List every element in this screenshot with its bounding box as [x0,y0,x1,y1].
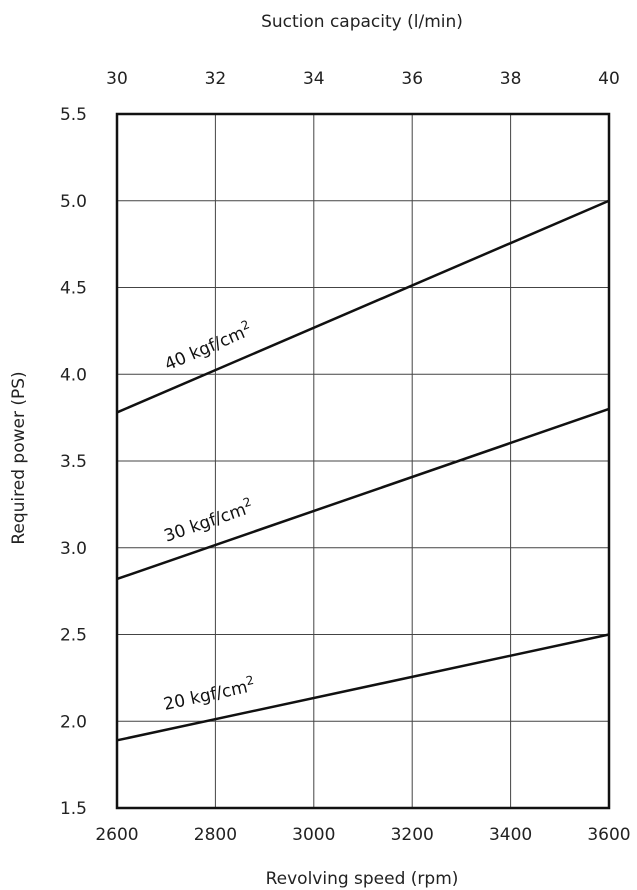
series-line [116,633,610,742]
y-tick-label: 4.0 [60,365,87,385]
tick-labels: 2600 2800 3000 3200 3400 3600 30 32 34 36 38 40 1.5 2… [60,69,631,845]
y-tick-label: 2.0 [60,712,87,732]
y-tick-label: 5.5 [60,105,87,125]
x-top-tick-label: 32 [205,69,227,89]
series-label: 30 kgf/cm2 [161,494,256,546]
x-bottom-tick-label: 2600 [95,825,138,845]
plot-frame [115,112,611,810]
x-top-tick-label: 34 [303,69,325,89]
bottom-axis-title: Revolving speed (rpm) [266,869,459,889]
y-tick-label: 3.5 [60,452,87,472]
series-labels: 40 kgf/cm2 30 kgf/cm2 20 kgf/cm2 [161,317,257,715]
series-line [116,199,610,414]
y-tick-label: 5.0 [60,192,87,212]
x-top-tick-label: 30 [106,69,128,89]
x-bottom-tick-label: 2800 [194,825,237,845]
series-lines [116,199,610,742]
y-tick-label: 2.5 [60,626,87,646]
y-tick-label: 1.5 [60,799,87,819]
series-label: 20 kgf/cm2 [161,673,257,715]
y-tick-label: 3.0 [60,539,87,559]
y-axis-title: Required power (PS) [9,371,29,544]
series-line [116,407,610,581]
series-label: 40 kgf/cm2 [161,317,255,375]
top-axis-title: Suction capacity (l/min) [261,12,463,32]
x-bottom-tick-label: 3400 [489,825,532,845]
y-tick-label: 4.5 [60,279,87,299]
x-bottom-tick-label: 3200 [391,825,434,845]
x-bottom-tick-label: 3600 [587,825,630,845]
x-top-tick-label: 36 [401,69,423,89]
x-bottom-tick-label: 3000 [292,825,335,845]
x-top-tick-label: 38 [500,69,522,89]
x-top-tick-label: 40 [598,69,620,89]
